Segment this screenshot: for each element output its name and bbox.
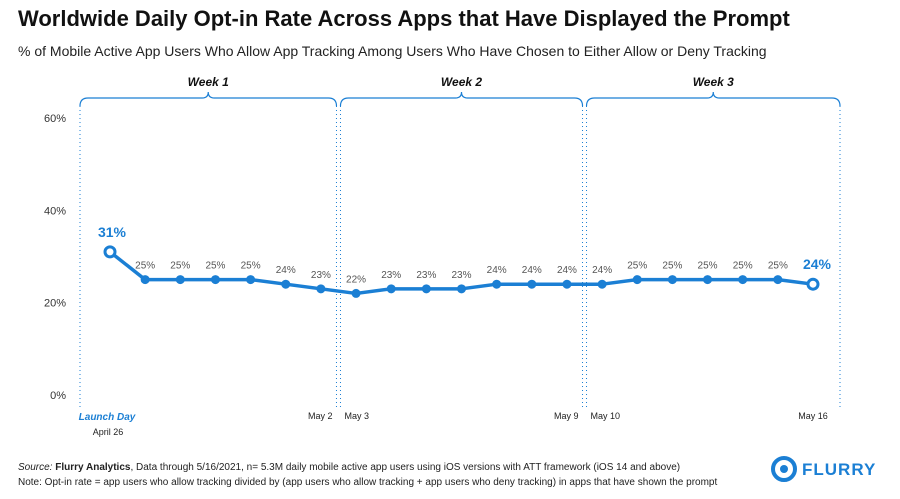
value-label: 31% (98, 224, 127, 240)
value-label: 25% (170, 261, 190, 272)
value-label: 24% (557, 265, 577, 276)
point (421, 284, 431, 294)
logo-icon (771, 456, 797, 482)
point (210, 275, 220, 285)
point (281, 279, 291, 289)
week-label: Week 2 (441, 75, 482, 89)
value-label: 25% (241, 261, 261, 272)
source: Source: Flurry Analytics, Data through 5… (18, 462, 680, 473)
point (703, 275, 713, 285)
point (632, 275, 642, 285)
chart-subtitle: % of Mobile Active App Users Who Allow A… (18, 43, 767, 59)
value-label: 24% (487, 265, 507, 276)
x-tick-label: May 10 (591, 411, 621, 421)
launch-label: Launch Day (79, 412, 136, 423)
source-name: Flurry Analytics (55, 462, 131, 473)
point (667, 275, 677, 285)
week-label: Week 1 (188, 75, 229, 89)
value-label: 25% (662, 261, 682, 272)
x-tick-label: May 9 (554, 411, 579, 421)
point (806, 277, 820, 291)
value-label: 24% (803, 256, 832, 272)
point (492, 279, 502, 289)
point (773, 275, 783, 285)
point (738, 275, 748, 285)
y-tick-label: 20% (44, 298, 66, 310)
value-label: 25% (733, 261, 753, 272)
logo: FLURRY (802, 460, 876, 479)
week-bracket (585, 91, 841, 107)
point (175, 275, 185, 285)
note: Note: Opt-in rate = app users who allow … (18, 477, 717, 488)
point (316, 284, 326, 294)
x-tick-label: May 3 (344, 411, 369, 421)
y-tick-label: 60% (44, 113, 66, 125)
x-tick-label: April 26 (93, 427, 124, 437)
value-label: 24% (592, 265, 612, 276)
value-label: 23% (451, 270, 471, 281)
point (527, 279, 537, 289)
value-label: 23% (381, 270, 401, 281)
x-tick-label: May 2 (308, 411, 333, 421)
value-label: 25% (205, 261, 225, 272)
week-bracket (339, 91, 584, 107)
point (386, 284, 396, 294)
point (103, 245, 117, 259)
value-label: 25% (768, 261, 788, 272)
source-text: , Data through 5/16/2021, n= 5.3M daily … (130, 462, 680, 473)
value-label: 24% (522, 265, 542, 276)
value-label: 25% (135, 261, 155, 272)
x-tick-label: May 16 (798, 411, 828, 421)
value-label: 24% (276, 265, 296, 276)
value-label: 23% (416, 270, 436, 281)
value-label: 25% (627, 261, 647, 272)
value-label: 22% (346, 274, 366, 285)
point (562, 279, 572, 289)
source-label: Source: (18, 462, 53, 473)
point (457, 284, 466, 294)
point (246, 275, 256, 285)
y-tick-label: 40% (44, 205, 66, 217)
value-label: 23% (311, 270, 331, 281)
chart-title: Worldwide Daily Opt-in Rate Across Apps … (18, 6, 790, 31)
y-tick-label: 0% (50, 390, 66, 402)
logo-icon-dot (780, 465, 788, 473)
week-label: Week 3 (693, 75, 734, 89)
point (597, 279, 607, 289)
point (351, 288, 361, 298)
week-bracket (79, 91, 338, 107)
point (140, 275, 150, 285)
value-label: 25% (698, 261, 718, 272)
